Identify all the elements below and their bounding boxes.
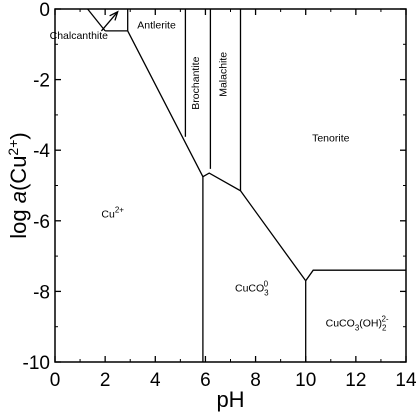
- region-label-malachite: Malachite: [218, 52, 230, 97]
- y-axis-title-species: Cu: [6, 156, 31, 184]
- x-tick-label: 10: [295, 370, 316, 391]
- y-axis-title-activity: a: [6, 191, 31, 203]
- x-tick-label: 8: [250, 370, 261, 391]
- chalcanthite-upper-boundary: [87, 8, 106, 32]
- y-axis-title-charge: 2+: [5, 140, 21, 156]
- x-tick-label: 14: [395, 370, 417, 391]
- y-tick-label: 0: [39, 0, 50, 21]
- axes: 0 2 4 6 8 10 12 14 0 -2 -4 -6 -8 -10: [23, 0, 417, 391]
- chalcanthite-arrow-head: [109, 10, 119, 21]
- y-tick-label: -10: [23, 353, 50, 374]
- x-tick-label: 2: [100, 370, 111, 391]
- region-label-chalcanthite: Chalcanthite: [50, 30, 109, 42]
- y-tick-label: -6: [33, 212, 50, 233]
- region-label-cu2plus: Cu2+: [101, 205, 124, 220]
- tenorite-cuco3oh2-boundary: [305, 269, 406, 282]
- y-axis-title-open: (: [6, 183, 31, 191]
- y-axis-title-close: ): [6, 132, 31, 139]
- y-axis-title: log a(Cu2+): [5, 132, 31, 238]
- region-label-cuco3oh2: CuCO3(OH)22-: [326, 315, 389, 333]
- x-tick-label: 4: [150, 370, 161, 391]
- y-tick-label: -2: [33, 71, 50, 92]
- arrow-shaft-boundary: [100, 11, 119, 32]
- x-axis-title: pH: [216, 387, 244, 412]
- plot-frame: [54, 8, 407, 363]
- phase-boundaries: [87, 8, 406, 362]
- y-tick-label: -4: [33, 141, 50, 162]
- x-tick-label: 6: [200, 370, 211, 391]
- y-axis-title-prefix: log: [6, 203, 31, 238]
- region-labels: Chalcanthite Antlerite Brochantite Malachit…: [50, 19, 389, 332]
- x-tick-label: 0: [50, 370, 61, 391]
- region-label-brochantite: Brochantite: [190, 56, 202, 109]
- region-label-cuco3: CuCO30: [235, 279, 269, 297]
- x-tick-label: 12: [345, 370, 366, 391]
- region-label-antlerite: Antlerite: [137, 19, 176, 31]
- cu-solids-boundary-boundary: [127, 30, 307, 282]
- region-label-tenorite: Tenorite: [312, 132, 350, 144]
- y-tick-label: -8: [33, 282, 50, 303]
